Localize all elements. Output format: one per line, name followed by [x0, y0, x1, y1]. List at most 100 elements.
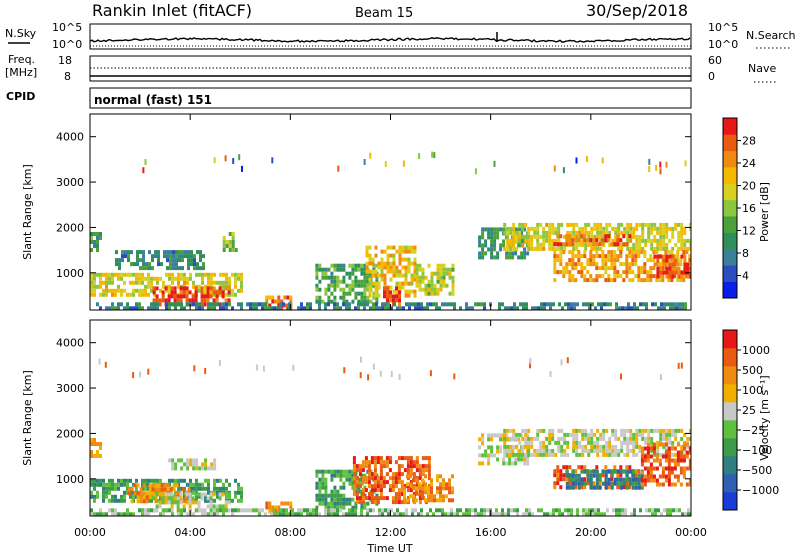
power-cell-15 — [387, 302, 390, 307]
velocity-cell-14 — [501, 508, 504, 513]
velocity-cell-10 — [635, 440, 639, 445]
velocity-cell-7 — [361, 488, 365, 493]
velocity-cell-7 — [397, 456, 401, 461]
power-cell-15 — [483, 306, 486, 310]
power-cell-11 — [671, 234, 675, 239]
power-cell-15 — [537, 306, 540, 310]
velocity-cell-12 — [604, 481, 608, 486]
power-cell-13 — [592, 258, 596, 263]
velocity-cell-14 — [105, 512, 108, 516]
velocity-cell-14 — [633, 512, 636, 516]
velocity-cell-7 — [391, 488, 395, 493]
velocity-cell-10 — [503, 436, 507, 441]
power-cell-11 — [506, 246, 510, 251]
velocity-cell-7 — [358, 468, 362, 473]
velocity-cell-4 — [210, 466, 214, 471]
power-colorbar-swatch-6 — [723, 183, 737, 201]
power-cell-9 — [439, 267, 443, 272]
velocity-cell-14 — [444, 512, 447, 516]
power-cell-0 — [96, 248, 99, 252]
power-cell-10 — [478, 251, 482, 256]
power-cell-15 — [618, 306, 621, 310]
power-cell-13 — [583, 278, 587, 283]
power-cell-7 — [371, 257, 375, 262]
power-cell-11 — [662, 222, 666, 227]
power-cell-3 — [175, 266, 178, 271]
power-cell-13 — [655, 262, 659, 267]
power-cell-1 — [102, 272, 105, 277]
power-cell-15 — [591, 302, 594, 307]
power-cell-6 — [372, 295, 376, 300]
power-cell-13 — [592, 278, 596, 283]
power-cell-3 — [172, 266, 175, 271]
power-cell-6 — [333, 263, 337, 268]
velocity-cell-7 — [424, 468, 428, 473]
velocity-cell-10 — [590, 428, 594, 433]
power-cell-13 — [610, 254, 614, 259]
velocity-cell-1 — [171, 478, 174, 483]
power-cell-14 — [680, 270, 684, 275]
power-cell-11 — [545, 234, 549, 239]
power-cell-4 — [231, 240, 235, 244]
power-cell-15 — [216, 302, 219, 307]
velocity-cell-6 — [363, 505, 367, 510]
velocity-cell-13 — [685, 454, 689, 459]
velocity-cell-0 — [93, 442, 96, 446]
power-cell-10 — [520, 255, 524, 260]
power-cell-3 — [178, 250, 181, 255]
velocity-cell-2 — [139, 491, 143, 496]
power-cell-1 — [93, 288, 96, 293]
power-cell-13 — [679, 278, 683, 283]
velocity-cell-10 — [578, 452, 582, 457]
velocity-cell-5 — [265, 501, 269, 506]
power-cell-11 — [635, 222, 639, 227]
velocity-cell-0 — [90, 454, 93, 458]
power-cell-6 — [324, 287, 328, 292]
power-cell-13 — [670, 278, 674, 283]
velocity-cell-10 — [620, 428, 624, 433]
power-cell-9 — [424, 287, 428, 292]
velocity-cell-3 — [152, 492, 156, 497]
power-cell-6 — [351, 279, 355, 284]
power-cell-7 — [398, 261, 402, 266]
velocity-cell-3 — [200, 496, 204, 501]
velocity-cell-1 — [192, 490, 195, 495]
velocity-cell-7 — [370, 460, 374, 465]
velocity-cell-7 — [364, 496, 368, 501]
power-cell-1 — [228, 280, 231, 285]
power-cell-6 — [357, 299, 361, 304]
velocity-cell-7 — [394, 492, 398, 497]
velocity-cell-14 — [282, 508, 285, 513]
power-cell-11 — [629, 226, 633, 231]
velocity-cell-12 — [625, 477, 629, 482]
power-cell-11 — [506, 226, 510, 231]
velocity-cell-1 — [186, 482, 189, 487]
power-cell-1 — [201, 276, 204, 281]
power-cell-10 — [517, 243, 521, 248]
power-cell-7 — [404, 293, 408, 298]
power-cell-6 — [342, 275, 346, 280]
power-cell-6 — [315, 295, 319, 300]
velocity-cell-6 — [345, 477, 349, 482]
power-cell-14 — [671, 266, 675, 271]
velocity-cell-7 — [394, 460, 398, 465]
beam-label: Beam 15 — [355, 6, 413, 21]
power-cell-15 — [141, 306, 144, 310]
power-cell-13 — [607, 266, 611, 271]
power-cell-11 — [584, 246, 588, 251]
power-cell-11 — [509, 246, 513, 251]
power-cell-7 — [380, 257, 384, 262]
velocity-cell-7 — [394, 472, 398, 477]
velocity-cell-7 — [427, 464, 431, 469]
power-cell-13 — [643, 254, 647, 259]
power-cell-2 — [194, 294, 198, 299]
velocity-cell-14 — [396, 508, 399, 513]
velocity-cell-10 — [626, 452, 630, 457]
power-cell-11 — [533, 226, 537, 231]
power-cell-3 — [196, 250, 199, 255]
power-cell-11 — [512, 226, 516, 231]
velocity-cell-10 — [527, 444, 531, 449]
power-cell-2 — [155, 286, 159, 291]
velocity-cell-3 — [158, 500, 162, 505]
power-cell-13 — [613, 254, 617, 259]
